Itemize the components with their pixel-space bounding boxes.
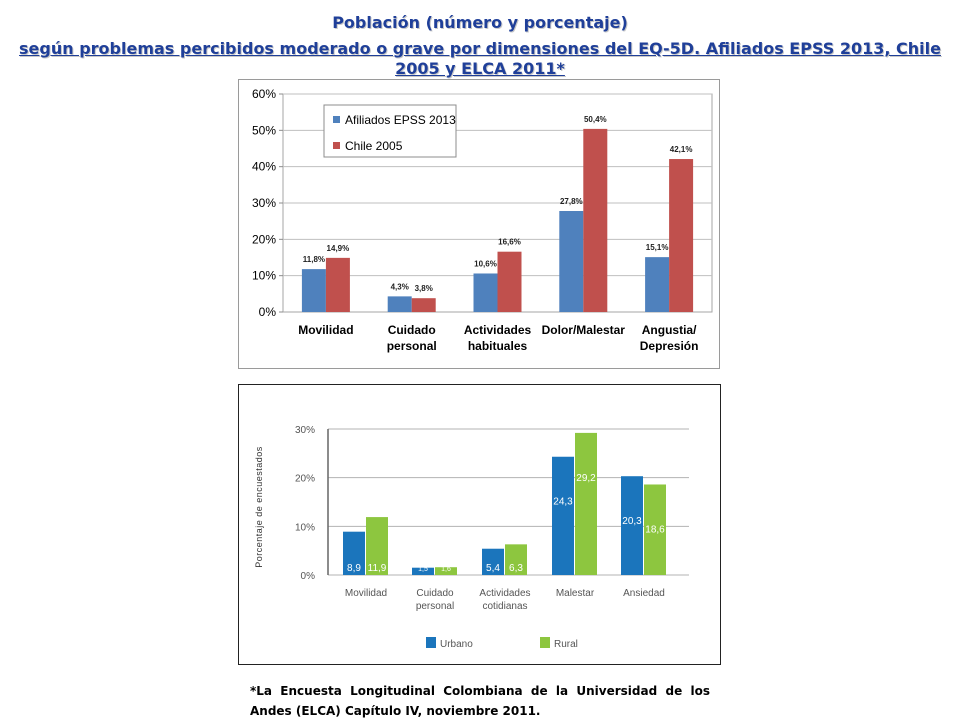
data-label: 8,9 — [347, 563, 361, 574]
data-label: 1,5 — [418, 566, 428, 573]
data-label: 15,1% — [646, 243, 669, 252]
data-label: 4,3% — [391, 282, 409, 291]
data-label: 29,2 — [576, 473, 596, 484]
bar-chile — [497, 251, 522, 312]
legend-swatch — [426, 637, 436, 648]
bar-rural — [644, 484, 666, 575]
bar-urbano — [621, 476, 643, 575]
footnote: *La Encuesta Longitudinal Colombiana de … — [250, 684, 710, 718]
chart-title-line1: Población (número y porcentaje) — [332, 13, 628, 32]
bar-urbano — [412, 567, 434, 575]
y-tick-label: 10% — [252, 269, 276, 283]
y-tick-label: 30% — [295, 425, 315, 436]
bar-chile — [325, 257, 350, 312]
bar-rural — [366, 517, 388, 575]
data-label: 3,8% — [415, 284, 433, 293]
y-tick-label: 40% — [252, 160, 276, 174]
bar-epss — [387, 296, 412, 312]
bar-chart-elca: 0% 10% 20% 30% Porcentaje de encuestados 8,9 1… — [254, 425, 689, 650]
data-label: 24,3 — [553, 497, 573, 508]
chart-panel-elca: 0% 10% 20% 30% Porcentaje de encuestados 8,9 1… — [238, 384, 721, 665]
data-label: 11,9 — [368, 563, 387, 574]
x-tick-label: Actividades habituales — [464, 323, 532, 353]
data-label: 42,1% — [670, 145, 693, 154]
x-tick-label: Dolor/Malestar — [542, 323, 626, 337]
legend-swatch — [333, 142, 340, 149]
legend-label: Chile 2005 — [345, 139, 403, 153]
legend-swatch — [333, 116, 340, 123]
bar-urbano — [482, 548, 504, 575]
data-label: 10,6% — [474, 259, 497, 268]
y-tick-label: 50% — [252, 123, 276, 137]
data-label: 20,3 — [622, 516, 642, 527]
legend-box — [323, 104, 457, 158]
bar-urbano — [343, 531, 365, 575]
legend-label: Rural — [554, 639, 578, 650]
bar-rural — [435, 567, 457, 575]
data-label: 50,4% — [584, 115, 607, 124]
data-label: 18,6 — [645, 524, 665, 535]
bar-chile — [411, 298, 436, 312]
legend-swatch — [540, 637, 550, 648]
bar-epss — [559, 210, 584, 312]
data-label: 14,9% — [327, 244, 350, 253]
data-label: 1,6 — [441, 566, 451, 573]
legend-label: Afiliados EPSS 2013 — [345, 113, 456, 127]
y-tick-label: 10% — [295, 522, 315, 533]
data-label: 16,6% — [498, 238, 521, 247]
y-tick-label: 0% — [301, 571, 316, 582]
bar-chart-epss-chile: 0% 10% 20% 30% 40% 50% 60% 11,8%14,9% Movilidad 4… — [252, 87, 713, 353]
y-axis-title: Porcentaje de encuestados — [254, 446, 264, 568]
bar-epss — [301, 269, 326, 312]
bar-chile — [669, 159, 694, 312]
bar-rural — [505, 544, 527, 575]
x-tick-label: Malestar — [556, 588, 595, 599]
legend-label: Urbano — [440, 639, 473, 650]
data-label: 11,8% — [303, 255, 325, 264]
bar-epss — [645, 257, 670, 312]
data-label: 6,3 — [509, 563, 523, 574]
chart-title-line2: según problemas percibidos moderado o gr… — [19, 39, 941, 78]
y-tick-label: 60% — [252, 87, 276, 101]
data-label: 5,4 — [486, 563, 500, 574]
x-tick-label: Ansiedad — [623, 588, 665, 599]
bar-urbano — [552, 456, 574, 575]
x-tick-label: Actividades cotidianas — [479, 588, 530, 612]
chart-panel-eq5d-chile: 0% 10% 20% 30% 40% 50% 60% 11,8% 14,9% Movilidad 4… — [238, 79, 720, 369]
data-label: 27,8% — [560, 197, 583, 206]
bar-epss — [473, 273, 498, 312]
bar-chile — [583, 128, 608, 312]
x-tick-label: Movilidad — [298, 323, 353, 337]
bar-rural — [575, 432, 597, 575]
y-tick-label: 0% — [259, 305, 277, 319]
y-tick-label: 20% — [252, 232, 276, 246]
y-tick-label: 30% — [252, 196, 276, 210]
x-tick-label: Cuidado personal — [387, 323, 437, 353]
x-tick-label: Movilidad — [345, 588, 387, 599]
y-tick-label: 20% — [295, 474, 315, 485]
x-tick-label: Cuidado personal — [416, 588, 454, 612]
x-tick-label: Angustia/Depresión — [640, 323, 699, 353]
